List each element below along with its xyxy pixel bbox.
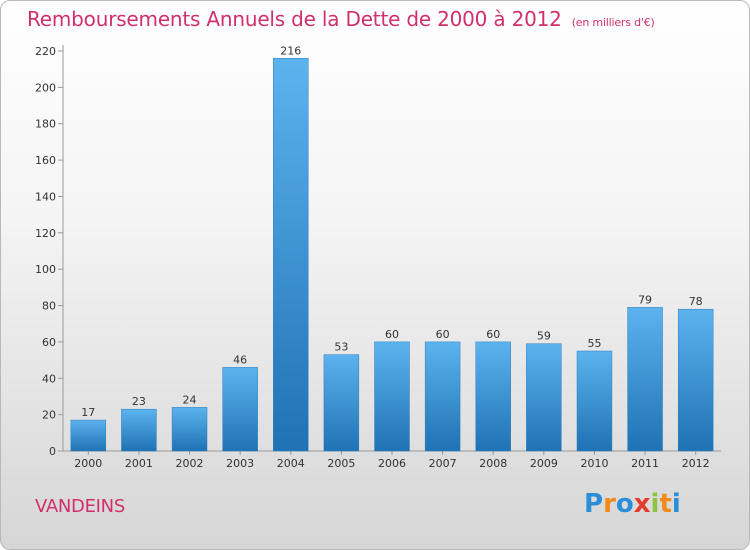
x-tick-label: 2012 bbox=[682, 457, 710, 470]
y-tick-label: 180 bbox=[35, 118, 56, 131]
commune-name: VANDEINS bbox=[35, 496, 125, 517]
y-tick-label: 80 bbox=[42, 300, 56, 313]
x-tick-label: 2006 bbox=[378, 457, 406, 470]
y-tick-label: 40 bbox=[42, 372, 56, 385]
y-tick-label: 220 bbox=[35, 45, 56, 58]
x-tick-label: 2000 bbox=[74, 457, 102, 470]
x-tick-label: 2010 bbox=[580, 457, 608, 470]
x-tick-label: 2004 bbox=[277, 457, 305, 470]
logo-letter: x bbox=[633, 489, 651, 519]
chart-subtitle: (en milliers d'€) bbox=[571, 16, 655, 29]
data-label: 59 bbox=[537, 330, 551, 343]
proxiti-logo[interactable]: Proxiti bbox=[584, 489, 681, 519]
y-tick-label: 120 bbox=[35, 227, 56, 240]
data-label: 17 bbox=[81, 406, 95, 419]
chart-bars bbox=[70, 58, 714, 452]
bar-2009 bbox=[526, 343, 562, 452]
data-label: 79 bbox=[638, 293, 652, 306]
data-label: 60 bbox=[385, 328, 399, 341]
bar-2012 bbox=[677, 308, 714, 452]
logo-letter: o bbox=[615, 489, 634, 519]
y-tick-label: 0 bbox=[49, 445, 56, 458]
data-label: 46 bbox=[233, 353, 247, 366]
bar-2002 bbox=[171, 407, 208, 452]
chart-labels: 2000 17 2001 23 2002 24 2003 46 2004 216 2005 53 200… bbox=[74, 44, 709, 470]
y-tick-label: 20 bbox=[42, 409, 56, 422]
bar-2003 bbox=[222, 367, 258, 452]
x-tick-label: 2009 bbox=[530, 457, 558, 470]
y-tick-label: 200 bbox=[35, 81, 56, 94]
data-label: 60 bbox=[486, 328, 500, 341]
x-tick-label: 2001 bbox=[125, 457, 153, 470]
bar-2000 bbox=[70, 419, 107, 452]
chart-title: Remboursements Annuels de la Dette de 20… bbox=[27, 7, 655, 31]
data-label: 78 bbox=[689, 295, 703, 308]
logo-letter: t bbox=[659, 489, 672, 519]
logo-letter: r bbox=[603, 489, 616, 519]
logo-letter: P bbox=[584, 489, 604, 519]
chart-title-text: Remboursements Annuels de la Dette de 20… bbox=[27, 7, 562, 31]
y-tick-label: 160 bbox=[35, 154, 56, 167]
bar-2004 bbox=[273, 58, 309, 452]
data-label: 216 bbox=[280, 44, 301, 57]
x-tick-label: 2008 bbox=[479, 457, 507, 470]
logo-letter: i bbox=[650, 489, 660, 519]
x-tick-label: 2007 bbox=[429, 457, 457, 470]
data-label: 23 bbox=[132, 395, 146, 408]
data-label: 55 bbox=[587, 337, 601, 350]
x-tick-label: 2002 bbox=[176, 457, 204, 470]
bar-2001 bbox=[121, 408, 157, 452]
bar-2007 bbox=[424, 341, 461, 452]
bar-2006 bbox=[374, 341, 410, 452]
bar-2008 bbox=[475, 341, 511, 452]
y-tick-label: 100 bbox=[35, 263, 56, 276]
logo-letter: i bbox=[671, 489, 681, 519]
data-label: 24 bbox=[183, 393, 197, 406]
y-tick-label: 140 bbox=[35, 190, 56, 203]
bar-2010 bbox=[576, 350, 613, 452]
x-tick-label: 2005 bbox=[327, 457, 355, 470]
bar-2005 bbox=[323, 354, 360, 452]
data-label: 53 bbox=[334, 341, 348, 354]
data-label: 60 bbox=[436, 328, 450, 341]
bar-2011 bbox=[627, 307, 663, 452]
x-tick-label: 2011 bbox=[631, 457, 659, 470]
y-tick-label: 60 bbox=[42, 336, 56, 349]
x-tick-label: 2003 bbox=[226, 457, 254, 470]
